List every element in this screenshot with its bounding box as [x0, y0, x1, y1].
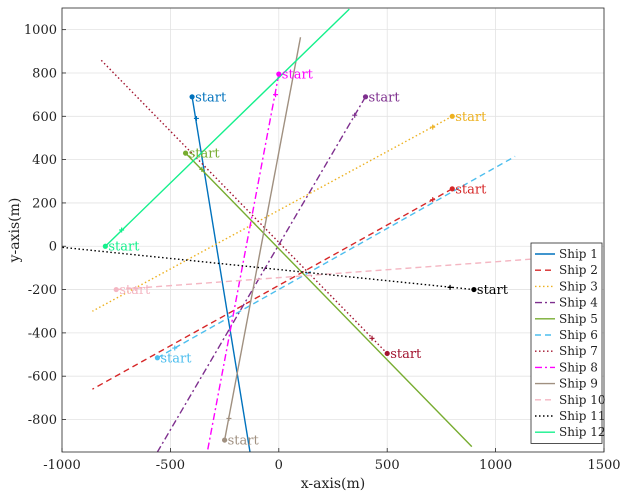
legend-label-ship-2: Ship 2: [559, 263, 598, 277]
y-axis-title: y-axis(m): [7, 198, 23, 264]
ship-12-start-point: [102, 243, 108, 249]
ship-8-start-label: start: [282, 68, 314, 83]
ship-9-start-point: [222, 437, 228, 443]
x-tick-label: 500: [375, 458, 400, 473]
y-tick-label: 800: [32, 66, 57, 81]
ship-2-start-point: [449, 186, 455, 192]
ship-11-waypoint-marker: [447, 284, 453, 290]
y-tick-label: 0: [49, 240, 57, 255]
axis-ticks: -1000 -500 0 500 1000 1500 -800 -600 -400 -200 0 20…: [24, 23, 621, 473]
ship-7-start-label: start: [390, 347, 422, 362]
legend-label-ship-7: Ship 7: [559, 344, 598, 358]
start-labels: start start start start start start start start…: [108, 68, 508, 449]
legend-label-ship-12: Ship 12: [559, 425, 606, 439]
ship-6-start-point: [154, 355, 160, 361]
legend-label-ship-11: Ship 11: [559, 409, 606, 423]
ship-6-start-label: start: [160, 351, 192, 366]
ship-2-trajectory-line: [92, 188, 453, 390]
ship-5-waypoint-marker: [199, 166, 205, 172]
ship-5-trajectory-line: [185, 152, 473, 448]
y-tick-label: 600: [32, 110, 57, 125]
x-axis-title: x-axis(m): [301, 476, 365, 492]
ship-10-start-point: [113, 286, 119, 293]
y-tick-label: 400: [32, 153, 57, 168]
plot-frame: [61, 7, 605, 453]
legend-label-ship-5: Ship 5: [559, 312, 598, 326]
series-markers: [102, 71, 477, 443]
y-tick-label: -400: [28, 326, 57, 341]
ship-6-trajectory-line: [157, 155, 516, 359]
legend-label-ship-1: Ship 1: [559, 247, 598, 261]
ship-5-start-point: [182, 150, 189, 156]
ship-10-start-label: start: [119, 283, 151, 298]
ship-1-start-point: [189, 94, 195, 100]
y-tick-label: -800: [28, 413, 57, 428]
ship-4-waypoint-marker: [352, 112, 358, 118]
legend: Ship 1 Ship 2 Ship 3 Ship 4 Ship 5 Ship 6 Ship…: [530, 242, 606, 444]
ship-11-start-point: [471, 286, 477, 293]
legend-label-ship-10: Ship 10: [559, 393, 606, 407]
series-lines: [62, 8, 531, 452]
ship-8-start-point: [276, 71, 282, 77]
legend-label-ship-4: Ship 4: [559, 296, 598, 310]
x-tick-label: 1500: [587, 458, 620, 473]
y-tick-label: -600: [28, 370, 57, 385]
ship-3-start-label: start: [455, 110, 487, 125]
ship-4-start-point: [362, 94, 369, 100]
legend-label-ship-6: Ship 6: [559, 328, 598, 342]
ship-3-start-point: [449, 113, 455, 119]
x-tick-label: -1000: [43, 458, 80, 473]
ship-9-trajectory-line: [223, 37, 302, 441]
ship-4-trajectory-line: [156, 96, 367, 452]
ship-1-waypoint-marker: [193, 115, 199, 121]
ship-9-waypoint-marker: [226, 415, 232, 421]
ship-12-start-label: start: [108, 240, 140, 255]
grid: [61, 8, 605, 452]
ship-2-waypoint-marker: [430, 197, 436, 203]
ship-2-start-label: start: [455, 182, 487, 197]
ship-8-trajectory-line: [206, 73, 280, 452]
y-tick-label: 200: [32, 196, 57, 211]
ship-4-start-label: start: [369, 90, 401, 105]
x-tick-label: -500: [156, 458, 185, 473]
legend-label-ship-9: Ship 9: [559, 377, 598, 391]
ship-3-waypoint-marker: [430, 124, 436, 130]
ship-6-waypoint-marker: [172, 345, 178, 351]
ship-12-waypoint-marker: [119, 227, 125, 233]
legend-label-ship-3: Ship 3: [559, 279, 598, 293]
ship-7-waypoint-marker: [369, 335, 375, 341]
ship-10-waypoint-marker: [133, 285, 139, 291]
y-tick-label: 1000: [24, 23, 57, 38]
ship-11-trajectory-line: [62, 246, 474, 291]
ship-5-start-label: start: [189, 147, 221, 162]
ship-11-start-label: start: [477, 283, 509, 298]
x-tick-label: 1000: [479, 458, 512, 473]
ship-12-trajectory-line: [104, 8, 350, 247]
legend-label-ship-8: Ship 8: [559, 360, 598, 374]
ship-1-start-label: start: [195, 90, 227, 105]
ship-3-trajectory-line: [92, 115, 453, 312]
ship-8-waypoint-marker: [273, 92, 279, 98]
ship-9-start-label: start: [228, 434, 260, 449]
ship-7-trajectory-line: [100, 59, 388, 354]
y-tick-label: -200: [28, 283, 57, 298]
ship-7-start-point: [384, 350, 390, 357]
x-tick-label: 0: [275, 458, 283, 473]
ship-1-trajectory-line: [191, 96, 251, 452]
legend-box: [530, 242, 603, 444]
